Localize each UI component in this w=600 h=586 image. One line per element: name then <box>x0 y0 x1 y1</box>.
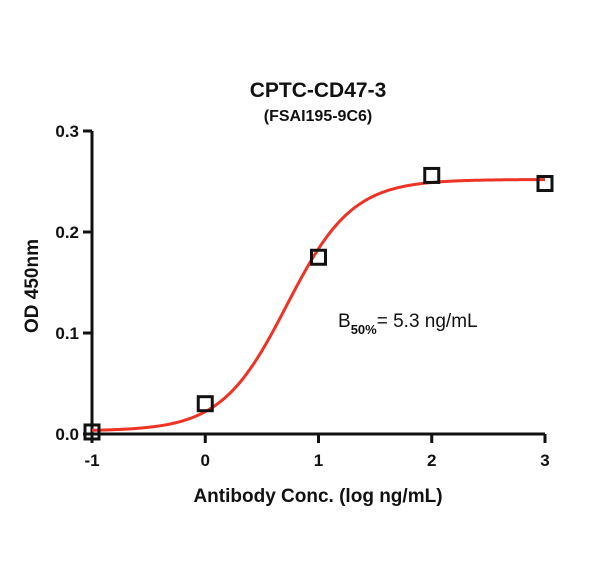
axes <box>90 131 545 436</box>
chart-subtitle: (FSAI195-9C6) <box>264 108 372 125</box>
x-ticks: -1 0 1 2 3 <box>84 434 550 470</box>
data-point <box>83 423 101 441</box>
b50-subscript: 50% <box>351 322 377 337</box>
x-tick-label: 3 <box>540 451 549 470</box>
x-axis-label: Antibody Conc. (log ng/mL) <box>193 486 442 507</box>
data-point <box>423 166 441 184</box>
x-tick-label: -1 <box>84 451 99 470</box>
b50-value: = 5.3 ng/mL <box>377 311 478 332</box>
y-tick-label: 0.2 <box>55 223 79 242</box>
x-tick-label: 0 <box>201 451 210 470</box>
y-tick-label: 0.1 <box>55 324 79 343</box>
chart-title: CPTC-CD47-3 <box>250 79 387 102</box>
data-point <box>310 248 327 266</box>
data-points <box>83 166 554 441</box>
data-point <box>196 395 214 413</box>
y-axis-label: OD 450nm <box>22 239 43 333</box>
b50-annotation: B50%= 5.3 ng/mL <box>338 311 478 337</box>
x-tick-label: 1 <box>314 451 323 470</box>
y-ticks: 0.0 0.1 0.2 0.3 <box>55 122 92 444</box>
b50-prefix: B <box>338 311 351 332</box>
y-tick-label: 0.0 <box>55 425 79 444</box>
data-point <box>536 175 554 193</box>
fit-curve <box>91 178 545 432</box>
x-tick-label: 2 <box>427 451 436 470</box>
y-tick-label: 0.3 <box>55 122 79 141</box>
